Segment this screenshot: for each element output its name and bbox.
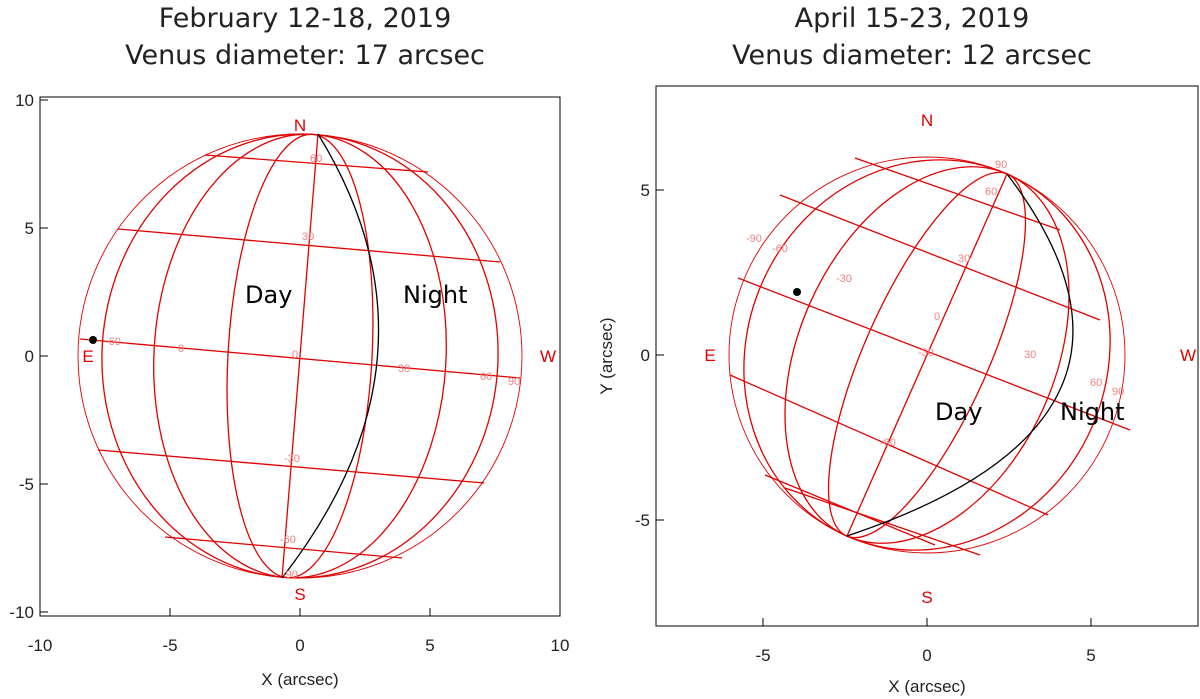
- grid-number: 60: [480, 371, 492, 383]
- planet-grid: [77, 133, 523, 579]
- y-tick-label: 0: [25, 347, 34, 366]
- grid-number: 30: [1024, 349, 1036, 361]
- grid-number: -90: [282, 569, 298, 581]
- observation-point: [89, 336, 97, 344]
- grid-number: -30: [918, 347, 934, 359]
- axis-ticks: [39, 99, 561, 616]
- panel-title-line2: Venus diameter: 12 arcsec: [732, 40, 1092, 71]
- compass-east: E: [704, 346, 715, 365]
- grid-number: -30: [284, 453, 300, 465]
- planet-disk-outline: [728, 156, 1126, 554]
- day-label: Day: [245, 281, 292, 309]
- x-tick-label: 0: [922, 646, 931, 665]
- grid-number: 90: [995, 159, 1007, 171]
- grid-number: 30: [958, 253, 970, 265]
- central-meridian: [846, 173, 1008, 537]
- x-tick-label: -5: [755, 646, 770, 665]
- x-tick-label: 0: [295, 636, 304, 655]
- grid-number: 60: [985, 186, 997, 198]
- x-tick-label: 5: [1086, 646, 1095, 665]
- grid-number: 0: [292, 349, 298, 361]
- terminator-line: [281, 133, 380, 579]
- latitude-line: [204, 154, 429, 173]
- y-tick-label: 0: [641, 346, 650, 365]
- latitude-line: [729, 374, 1049, 516]
- compass-north: N: [294, 116, 306, 135]
- grid-number: 0: [934, 311, 940, 323]
- grid-number: 90: [508, 376, 520, 388]
- grid-number: -90: [746, 233, 762, 245]
- compass-south: S: [921, 588, 932, 607]
- night-label: Night: [403, 281, 467, 309]
- compass-west: W: [540, 347, 556, 366]
- grid-number: -60: [772, 243, 788, 255]
- grid-number: -60: [280, 534, 296, 546]
- grid-number: -60: [105, 336, 121, 348]
- panel-february: February 12-18, 2019 Venus diameter: 17 …: [9, 3, 569, 689]
- grid-number: 90: [1112, 386, 1124, 398]
- x-tick-label: 10: [551, 636, 570, 655]
- meridian-line: [101, 133, 499, 579]
- night-label: Night: [1060, 398, 1124, 426]
- y-tick-label: -5: [635, 511, 650, 530]
- x-tick-label: -10: [28, 636, 53, 655]
- compass-east: E: [82, 347, 93, 366]
- terminator-line: [846, 173, 1074, 537]
- compass-west: W: [1180, 346, 1196, 365]
- latitude-line: [164, 536, 403, 559]
- x-axis-label: X (arcsec): [888, 677, 965, 696]
- day-label: Day: [935, 398, 982, 426]
- grid-number: -60: [880, 437, 896, 449]
- compass-south: S: [294, 585, 305, 604]
- grid-number: 60: [310, 153, 322, 165]
- compass-north: N: [921, 111, 933, 130]
- x-tick-label: 5: [425, 636, 434, 655]
- axis-ticks: [656, 189, 1092, 626]
- y-axis-label: Y (arcsec): [597, 317, 616, 394]
- grid-number: 60: [1090, 377, 1102, 389]
- grid-number: 30: [398, 363, 410, 375]
- y-tick-label: 5: [641, 181, 650, 200]
- y-tick-label: -5: [19, 475, 34, 494]
- x-tick-label: -5: [162, 636, 177, 655]
- panel-title-line1: April 15-23, 2019: [795, 3, 1030, 34]
- panel-title-line2: Venus diameter: 17 arcsec: [125, 40, 485, 71]
- latitude-line: [784, 487, 981, 556]
- y-tick-label: -10: [9, 603, 34, 622]
- latitude-line: [737, 277, 1131, 431]
- central-meridian: [281, 133, 319, 579]
- observation-point: [793, 288, 801, 296]
- x-axis-label: X (arcsec): [261, 670, 338, 689]
- grid-number: -30: [836, 273, 852, 285]
- panel-title-line1: February 12-18, 2019: [159, 3, 452, 34]
- y-tick-label: 10: [15, 91, 34, 110]
- grid-number: 0: [178, 343, 184, 355]
- y-tick-label: 5: [25, 219, 34, 238]
- panel-april: April 15-23, 2019 Venus diameter: 12 arc…: [597, 3, 1199, 696]
- grid-number: 30: [302, 231, 314, 243]
- latitude-line: [779, 194, 1101, 321]
